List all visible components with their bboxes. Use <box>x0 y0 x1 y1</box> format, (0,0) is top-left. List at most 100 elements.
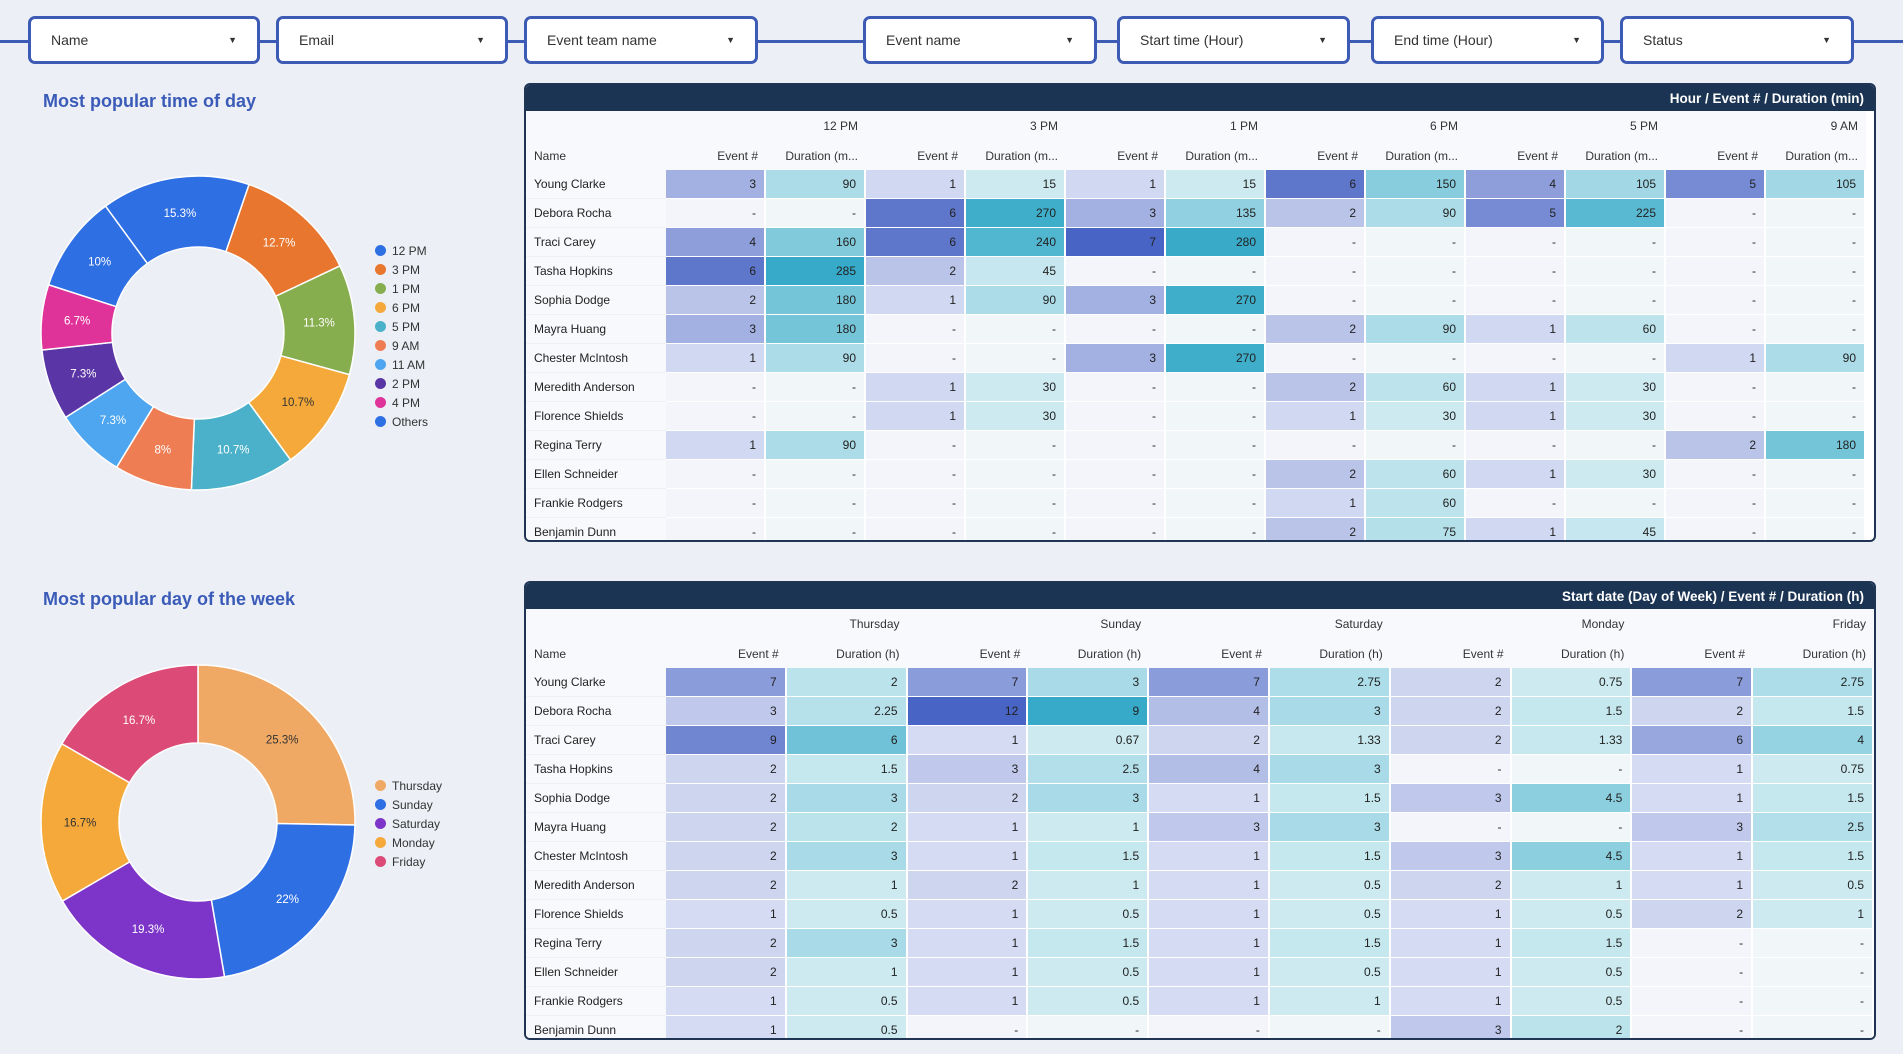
table-row[interactable]: Chester McIntosh 1 90- -3 270- - - -1 90 <box>526 344 1866 373</box>
filter-event-team-name[interactable]: Event team name ▼ <box>524 16 758 64</box>
column-group-header[interactable]: 9 AM <box>1666 111 1866 141</box>
legend-item[interactable]: 4 PM <box>375 393 428 412</box>
donut-slice-sunday[interactable] <box>210 822 356 978</box>
legend-item[interactable]: Friday <box>375 852 442 871</box>
metric-column-header[interactable]: Duration (h) <box>786 639 908 668</box>
table-row[interactable]: Benjamin Dunn - - - - - -2 75 1 45- - <box>526 518 1866 540</box>
table-row[interactable]: Frankie Rodgers 1 0.5 1 0.5 1 1 1 0.5- - <box>526 987 1874 1016</box>
column-group-header[interactable]: Sunday <box>907 609 1150 639</box>
table-row[interactable]: Mayra Huang 3 180- - - -2 90 1 60- - <box>526 315 1866 344</box>
caret-down-icon: ▼ <box>1572 35 1581 45</box>
metric-column-header[interactable]: Duration (h) <box>1753 639 1874 668</box>
table-row[interactable]: Tasha Hopkins 2 1.5 3 2.5 4 3- -1 0.75 <box>526 755 1874 784</box>
filter-email[interactable]: Email ▼ <box>276 16 508 64</box>
table-row[interactable]: Florence Shields - -1 30- -1 30 1 30- - <box>526 402 1866 431</box>
legend-item[interactable]: Sunday <box>375 795 442 814</box>
column-group-header[interactable]: 3 PM <box>866 111 1066 141</box>
legend-label: 12 PM <box>392 243 427 258</box>
legend-item[interactable]: 2 PM <box>375 374 428 393</box>
metric-column-header[interactable]: Event # <box>907 639 1029 668</box>
column-group-header[interactable]: Saturday <box>1149 609 1391 639</box>
metric-column-header[interactable]: Event # <box>1666 141 1766 170</box>
table-cell: 1 <box>1149 784 1270 813</box>
column-group-header[interactable]: Friday <box>1632 609 1874 639</box>
metric-column-header[interactable]: Event # <box>1266 141 1366 170</box>
table-row[interactable]: Ellen Schneider 2 1 1 0.5 1 0.5 1 0.5- - <box>526 958 1874 987</box>
metric-column-header[interactable]: Event # <box>665 639 787 668</box>
filter-start-time[interactable]: Start time (Hour) ▼ <box>1117 16 1350 64</box>
table-row[interactable]: Traci Carey 9 6 1 0.67 2 1.33 2 1.33 6 4 <box>526 726 1874 755</box>
metric-column-header[interactable]: Event # <box>1149 639 1270 668</box>
table-row[interactable]: Young Clarke 3 90 1 15 1 15 6 150 4 105 5 105 <box>526 170 1866 199</box>
column-group-header[interactable]: 5 PM <box>1466 111 1666 141</box>
metric-column-header[interactable]: Event # <box>1066 141 1166 170</box>
filter-label: Event name <box>886 32 961 48</box>
table-cell: 6 <box>866 228 966 257</box>
metric-column-header[interactable]: Duration (m... <box>1366 141 1466 170</box>
donut-slice-thursday[interactable] <box>197 664 356 826</box>
caret-down-icon: ▼ <box>476 35 485 45</box>
table-cell: 1 <box>1632 871 1754 900</box>
donut-slice-saturday[interactable] <box>61 860 226 980</box>
metric-column-header[interactable]: Event # <box>1466 141 1566 170</box>
filter-status[interactable]: Status ▼ <box>1620 16 1854 64</box>
column-group-header[interactable]: 1 PM <box>1066 111 1266 141</box>
column-group-header[interactable]: 12 PM <box>666 111 866 141</box>
metric-column-header[interactable]: Event # <box>1390 639 1512 668</box>
metric-column-header[interactable]: Event # <box>666 141 766 170</box>
metric-column-header[interactable]: Duration (h) <box>1028 639 1150 668</box>
column-group-header[interactable]: Thursday <box>665 609 908 639</box>
legend-item[interactable]: 1 PM <box>375 279 428 298</box>
legend-item[interactable]: 5 PM <box>375 317 428 336</box>
table-row[interactable]: Regina Terry 2 3 1 1.5 1 1.5 1 1.5- - <box>526 929 1874 958</box>
legend-item[interactable]: Thursday <box>375 776 442 795</box>
table-cell: 2 <box>1390 726 1512 755</box>
legend-item[interactable]: 6 PM <box>375 298 428 317</box>
filter-end-time[interactable]: End time (Hour) ▼ <box>1371 16 1604 64</box>
table-row[interactable]: Traci Carey 4 160 6 240 7 280- - - - - - <box>526 228 1866 257</box>
legend-label: 2 PM <box>392 376 421 391</box>
table-row[interactable]: Florence Shields 1 0.5 1 0.5 1 0.5 1 0.5 2 1 <box>526 900 1874 929</box>
legend-item[interactable]: Monday <box>375 833 442 852</box>
legend-item[interactable]: 9 AM <box>375 336 428 355</box>
metric-column-header[interactable]: Event # <box>1632 639 1754 668</box>
metric-column-header[interactable]: Duration (m... <box>1166 141 1266 170</box>
donut-slice-friday[interactable] <box>60 664 199 784</box>
table-row[interactable]: Frankie Rodgers - - - - - -1 60- - - - <box>526 489 1866 518</box>
legend-item[interactable]: Saturday <box>375 814 442 833</box>
legend-label: Friday <box>392 854 426 869</box>
legend-item[interactable]: 12 PM <box>375 241 428 260</box>
legend-item[interactable]: 11 AM <box>375 355 428 374</box>
table-row[interactable]: Sophia Dodge 2 3 2 3 1 1.5 3 4.5 1 1.5 <box>526 784 1874 813</box>
table-row[interactable]: Mayra Huang 2 2 1 1 3 3- -3 2.5 <box>526 813 1874 842</box>
metric-column-header[interactable]: Duration (m... <box>1566 141 1666 170</box>
metric-column-header[interactable]: Event # <box>866 141 966 170</box>
table-row[interactable]: Regina Terry 1 90- - - - - - - -2 180 <box>526 431 1866 460</box>
filter-event-name[interactable]: Event name ▼ <box>863 16 1097 64</box>
table-row[interactable]: Debora Rocha - -6 270 3 135 2 90 5 225- - <box>526 199 1866 228</box>
legend-item[interactable]: 3 PM <box>375 260 428 279</box>
table-row[interactable]: Chester McIntosh 2 3 1 1.5 1 1.5 3 4.5 1 1.5 <box>526 842 1874 871</box>
table-row[interactable]: Meredith Anderson 2 1 2 1 1 0.5 2 1 1 0.5 <box>526 871 1874 900</box>
filter-name[interactable]: Name ▼ <box>28 16 260 64</box>
name-column-header[interactable]: Name <box>526 141 666 170</box>
donut-slice-others[interactable] <box>47 205 149 308</box>
metric-column-header[interactable]: Duration (m... <box>1766 141 1866 170</box>
table-row[interactable]: Ellen Schneider - - - - - -2 60 1 30- - <box>526 460 1866 489</box>
metric-column-header[interactable]: Duration (m... <box>766 141 866 170</box>
table-row[interactable]: Tasha Hopkins 6 285 2 45- - - - - - - - <box>526 257 1866 286</box>
table-row[interactable]: Sophia Dodge 2 180 1 90 3 270- - - - - - <box>526 286 1866 315</box>
metric-column-header[interactable]: Duration (h) <box>1269 639 1391 668</box>
metric-column-header[interactable]: Duration (h) <box>1511 639 1633 668</box>
table-row[interactable]: Young Clarke 7 2 7 3 7 2.75 2 0.75 7 2.75 <box>526 668 1874 697</box>
column-group-header[interactable]: 6 PM <box>1266 111 1466 141</box>
table-row[interactable]: Benjamin Dunn 1 0.5- - - -3 2- - <box>526 1016 1874 1038</box>
table-cell: 90 <box>766 344 866 373</box>
table-row[interactable]: Debora Rocha 3 2.25 12 9 4 3 2 1.5 2 1.5 <box>526 697 1874 726</box>
caret-down-icon: ▼ <box>1318 35 1327 45</box>
table-row[interactable]: Meredith Anderson - -1 30- -2 60 1 30- - <box>526 373 1866 402</box>
metric-column-header[interactable]: Duration (m... <box>966 141 1066 170</box>
name-column-header[interactable]: Name <box>526 639 666 668</box>
column-group-header[interactable]: Monday <box>1390 609 1633 639</box>
legend-item[interactable]: Others <box>375 412 428 431</box>
